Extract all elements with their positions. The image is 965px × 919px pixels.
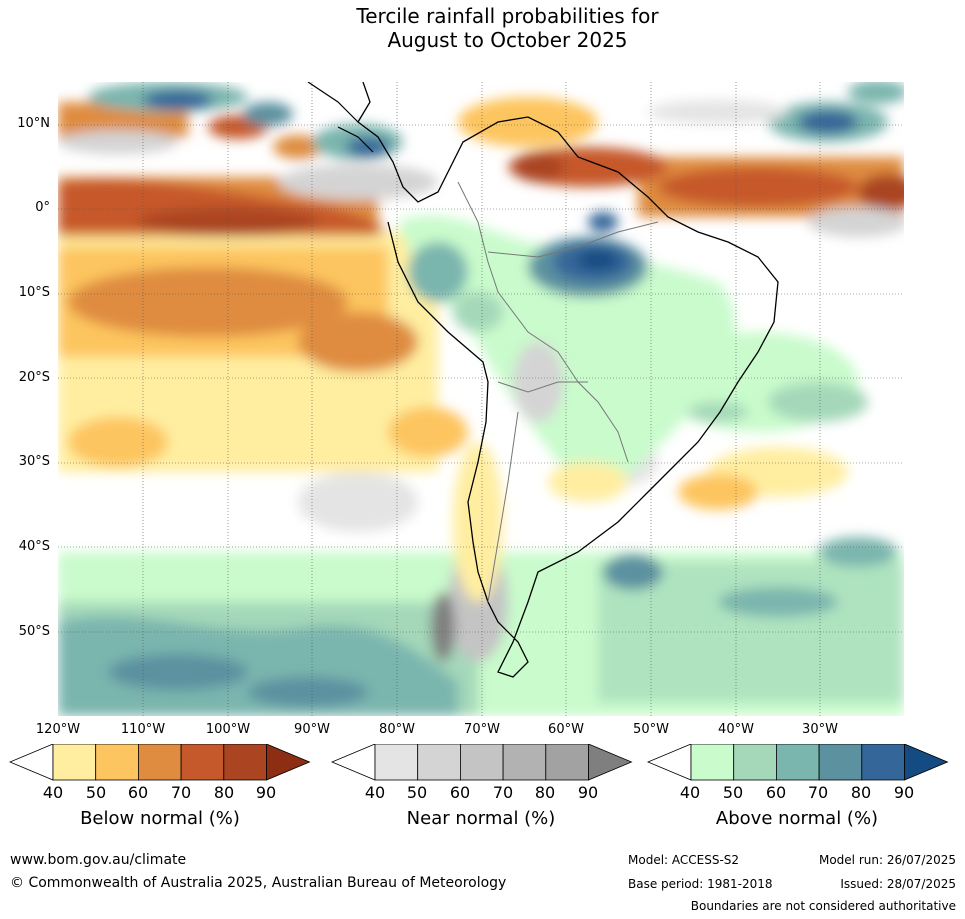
lon-label-70w: 70°W: [464, 722, 500, 737]
above-tick-70: 70: [807, 783, 829, 802]
model-run-text: Model run: 26/07/2025: [818, 853, 956, 867]
lon-label-40w: 40°W: [718, 722, 754, 737]
below-colorbar-under-arrow: [8, 744, 54, 781]
below-colorbar-segment: [137, 744, 182, 781]
below-colorbar-segment: [223, 744, 267, 781]
below-tick-40: 40: [42, 783, 64, 802]
copyright-text: © Commonwealth of Australia 2025, Austra…: [10, 875, 507, 891]
lat-label-40s: 40°S: [18, 539, 50, 554]
title-line-2: August to October 2025: [387, 28, 628, 52]
lon-label-90w: 90°W: [294, 722, 330, 737]
above-colorbar-segment: [690, 744, 735, 781]
lat-label-0: 0°: [35, 200, 50, 215]
website-link[interactable]: www.bom.gov.au/climate: [10, 852, 187, 868]
country-borders: [457, 181, 659, 603]
near-colorbar-under-arrow: [330, 744, 376, 781]
above-tick-60: 60: [765, 783, 787, 802]
issued-text: Issued: 28/07/2025: [840, 877, 956, 891]
title-line-1: Tercile rainfall probabilities for: [356, 4, 659, 28]
lat-label-10s: 10°S: [18, 285, 50, 300]
lon-label-60w: 60°W: [548, 722, 584, 737]
below-normal-title: Below normal (%): [80, 808, 240, 829]
above-colorbar-segment: [861, 744, 905, 781]
lat-label-10n: 10°N: [17, 116, 50, 131]
lon-label-100w: 100°W: [205, 722, 251, 737]
near-normal-title: Near normal (%): [406, 808, 556, 829]
lon-label-30w: 30°W: [802, 722, 838, 737]
below-colorbar-segment: [52, 744, 97, 781]
above-tick-90: 90: [893, 783, 915, 802]
lon-label-80w: 80°W: [379, 722, 415, 737]
above-colorbar-segment: [733, 744, 777, 781]
near-tick-50: 50: [406, 783, 428, 802]
above-colorbar-under-arrow: [646, 744, 692, 781]
above-normal-title: Above normal (%): [715, 808, 879, 829]
lon-label-120w: 120°W: [35, 722, 81, 737]
near-colorbar-segment: [459, 744, 504, 781]
near-colorbar-segment: [545, 744, 589, 781]
above-colorbar-segment: [818, 744, 863, 781]
near-tick-40: 40: [364, 783, 386, 802]
map-canvas: [58, 82, 904, 716]
above-tick-40: 40: [679, 783, 701, 802]
lon-label-50w: 50°W: [633, 722, 669, 737]
below-tick-70: 70: [170, 783, 192, 802]
below-colorbar-over-arrow: [266, 744, 311, 781]
map-title: Tercile rainfall probabilities for Augus…: [0, 4, 965, 52]
probability-fields: [58, 82, 904, 716]
disclaimer-text: Boundaries are not considered authoritat…: [690, 899, 956, 913]
central-america-coastline: [307, 82, 374, 153]
lon-label-110w: 110°W: [120, 722, 166, 737]
probability-map: [58, 82, 904, 716]
above-colorbar-segment: [776, 744, 820, 781]
below-colorbar-segment: [95, 744, 139, 781]
near-colorbar-segment: [502, 744, 547, 781]
near-tick-70: 70: [492, 783, 514, 802]
south-america-coastline: [357, 82, 779, 678]
near-colorbar-segment: [417, 744, 461, 781]
below-tick-50: 50: [85, 783, 107, 802]
lat-label-30s: 30°S: [18, 454, 50, 469]
below-tick-60: 60: [127, 783, 149, 802]
near-colorbar-segment: [374, 744, 419, 781]
near-tick-60: 60: [449, 783, 471, 802]
above-tick-50: 50: [722, 783, 744, 802]
below-colorbar-segment: [180, 744, 225, 781]
above-colorbar-over-arrow: [904, 744, 949, 781]
below-tick-90: 90: [255, 783, 277, 802]
graticule: [58, 82, 904, 716]
lat-label-50s: 50°S: [18, 624, 50, 639]
near-tick-80: 80: [534, 783, 556, 802]
base-period-text: Base period: 1981-2018: [628, 877, 773, 891]
lat-label-20s: 20°S: [18, 370, 50, 385]
near-tick-90: 90: [577, 783, 599, 802]
colorbar-legend: [8, 744, 949, 781]
model-text: Model: ACCESS-S2: [628, 853, 740, 867]
near-colorbar-over-arrow: [588, 744, 633, 781]
below-tick-80: 80: [213, 783, 235, 802]
above-tick-80: 80: [850, 783, 872, 802]
